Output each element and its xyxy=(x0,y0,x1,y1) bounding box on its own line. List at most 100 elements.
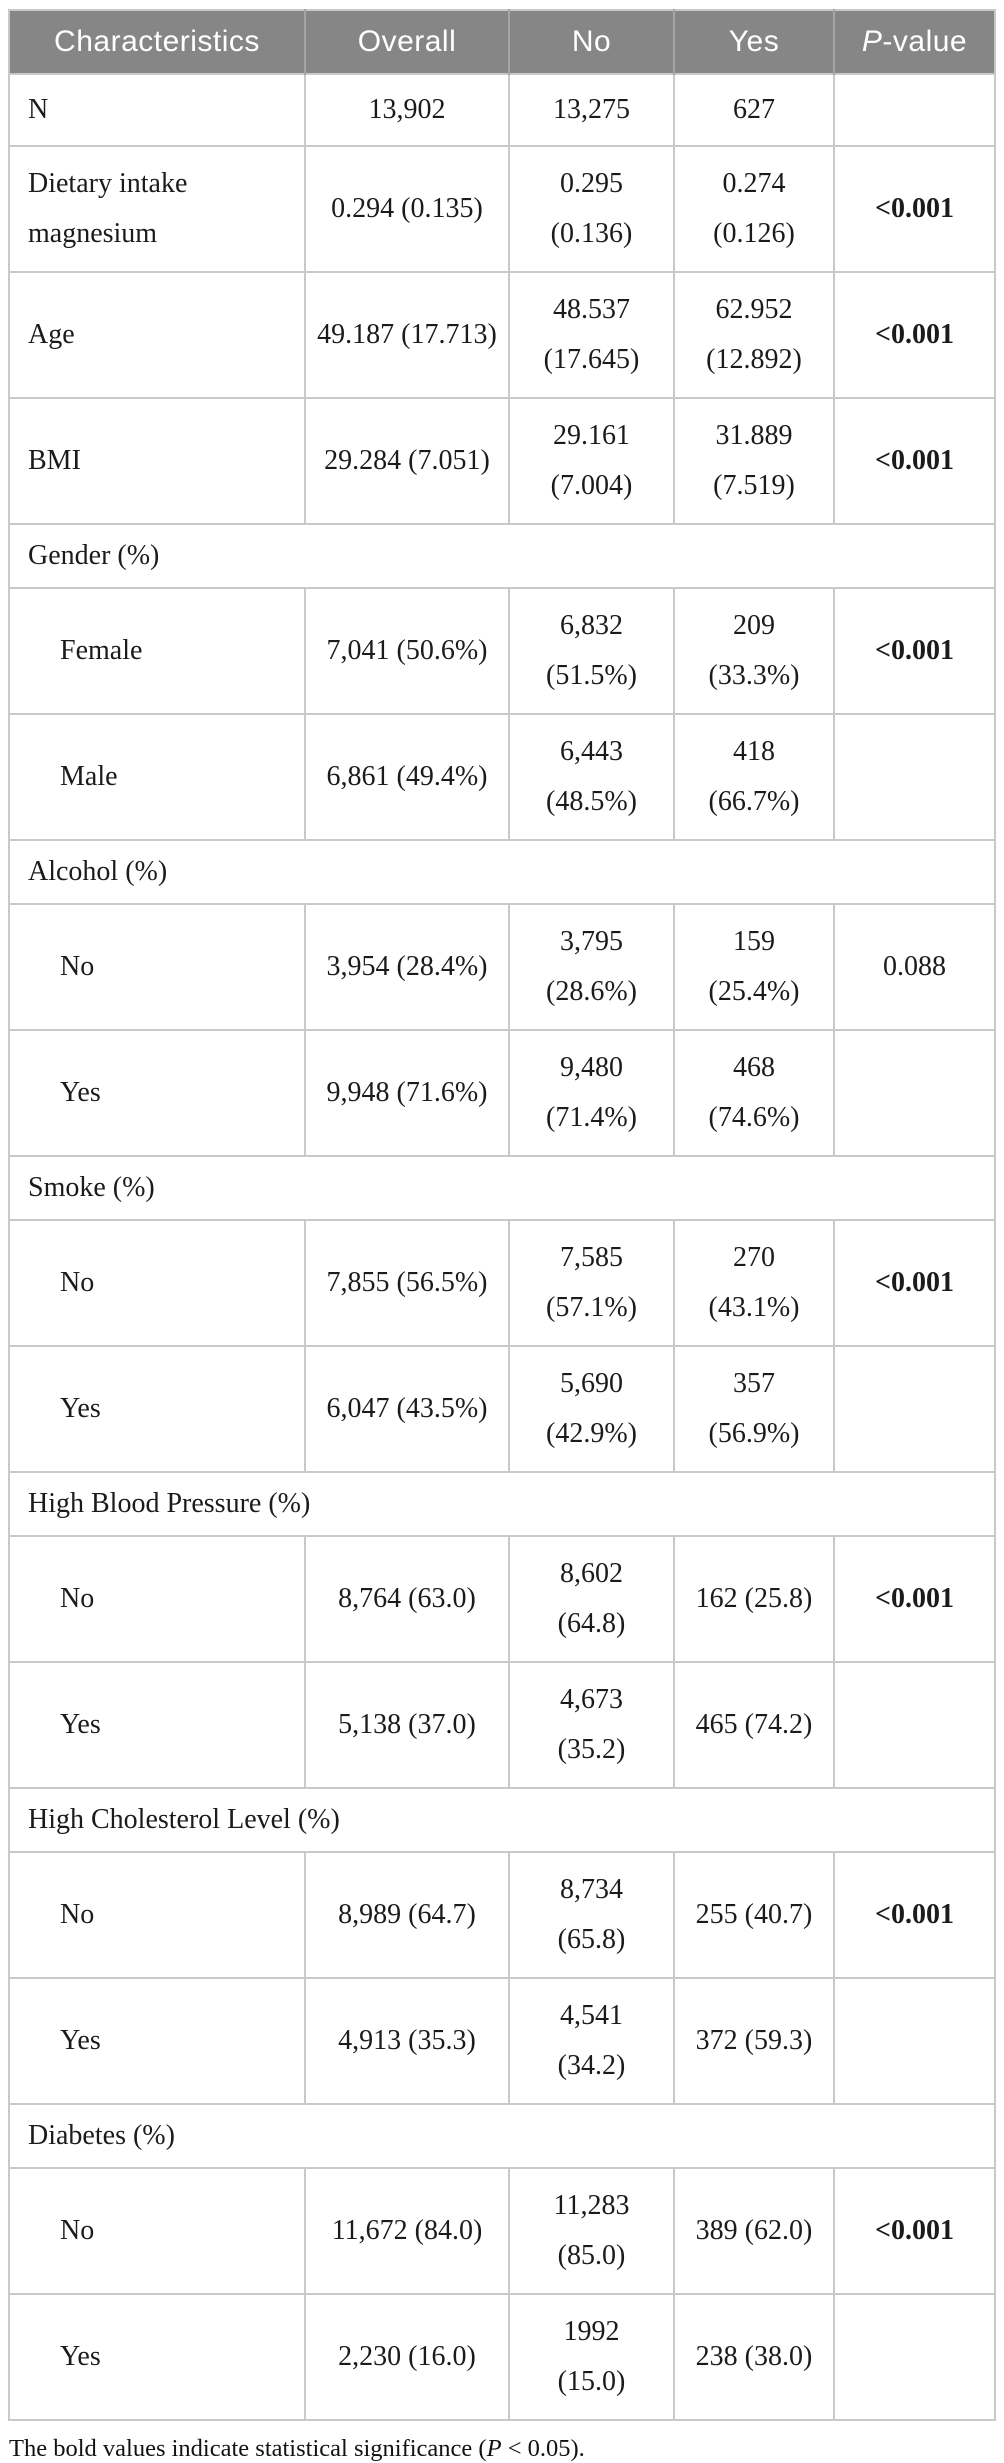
overall-value: 9,948 (71.6%) xyxy=(304,1029,510,1157)
no-value: 4,541 (34.2) xyxy=(508,1977,675,2105)
table-row: No 8,989 (64.7) 8,734 (65.8) 255 (40.7) <0.0… xyxy=(8,1851,996,1979)
row-label: Yes xyxy=(8,1661,306,1789)
section-row: High Cholesterol Level (%) xyxy=(8,1787,996,1853)
row-label: No xyxy=(8,1535,306,1663)
row-label: Yes xyxy=(8,1977,306,2105)
table-row: No 8,764 (63.0) 8,602 (64.8) 162 (25.8) <0.0… xyxy=(8,1535,996,1663)
yes-value: 162 (25.8) xyxy=(673,1535,835,1663)
p-value xyxy=(833,73,996,147)
row-label: Female xyxy=(8,587,306,715)
p-value xyxy=(833,1977,996,2105)
section-row: Gender (%) xyxy=(8,523,996,589)
p-value xyxy=(833,1029,996,1157)
p-value-header-italic: P xyxy=(861,25,883,58)
no-value: 5,690 (42.9%) xyxy=(508,1345,675,1473)
table-row: Yes 2,230 (16.0) 1992 (15.0) 238 (38.0) xyxy=(8,2293,996,2421)
no-value: 3,795 (28.6%) xyxy=(508,903,675,1031)
section-row: Smoke (%) xyxy=(8,1155,996,1221)
table-row: Yes 6,047 (43.5%) 5,690 (42.9%) 357 (56.9%) xyxy=(8,1345,996,1473)
table-row: Yes 4,913 (35.3) 4,541 (34.2) 372 (59.3) xyxy=(8,1977,996,2105)
p-value-header-rest: -value xyxy=(882,25,968,58)
overall-value: 3,954 (28.4%) xyxy=(304,903,510,1031)
row-label: N xyxy=(8,73,306,147)
table-body: N 13,902 13,275 627 Dietary intake magnesium… xyxy=(8,73,996,2421)
table-row: Dietary intake magnesium 0.294 (0.135) 0.2… xyxy=(8,145,996,273)
table-header: Characteristics Overall No Yes P-value xyxy=(9,10,995,74)
no-value: 4,673 (35.2) xyxy=(508,1661,675,1789)
header-row: Characteristics Overall No Yes P-value xyxy=(9,10,995,74)
p-value: 0.088 xyxy=(833,903,996,1031)
section-row: Diabetes (%) xyxy=(8,2103,996,2169)
header-no: No xyxy=(509,10,675,74)
yes-value: 255 (40.7) xyxy=(673,1851,835,1979)
section-row: High Blood Pressure (%) xyxy=(8,1471,996,1537)
p-value: <0.001 xyxy=(833,1851,996,1979)
section-label: High Cholesterol Level (%) xyxy=(8,1787,996,1853)
yes-value: 0.274 (0.126) xyxy=(673,145,835,273)
header-p-value: P-value xyxy=(834,10,995,74)
overall-value: 29.284 (7.051) xyxy=(304,397,510,525)
row-label: Yes xyxy=(8,1029,306,1157)
row-label: Yes xyxy=(8,2293,306,2421)
table-row: No 11,672 (84.0) 11,283 (85.0) 389 (62.0) <0… xyxy=(8,2167,996,2295)
section-label: High Blood Pressure (%) xyxy=(8,1471,996,1537)
table-row: Female 7,041 (50.6%) 6,832 (51.5%) 209 (33.… xyxy=(8,587,996,715)
p-value xyxy=(833,713,996,841)
yes-value: 627 xyxy=(673,73,835,147)
row-label: No xyxy=(8,1219,306,1347)
row-label: Age xyxy=(8,271,306,399)
overall-value: 0.294 (0.135) xyxy=(304,145,510,273)
overall-value: 5,138 (37.0) xyxy=(304,1661,510,1789)
yes-value: 209 (33.3%) xyxy=(673,587,835,715)
no-value: 13,275 xyxy=(508,73,675,147)
yes-value: 418 (66.7%) xyxy=(673,713,835,841)
footnote-p-italic: P xyxy=(486,2435,502,2462)
p-value xyxy=(833,1661,996,1789)
table-row: BMI 29.284 (7.051) 29.161 (7.004) 31.889 (7… xyxy=(8,397,996,525)
overall-value: 6,861 (49.4%) xyxy=(304,713,510,841)
yes-value: 159 (25.4%) xyxy=(673,903,835,1031)
row-label: No xyxy=(8,1851,306,1979)
overall-value: 4,913 (35.3) xyxy=(304,1977,510,2105)
overall-value: 7,855 (56.5%) xyxy=(304,1219,510,1347)
yes-value: 468 (74.6%) xyxy=(673,1029,835,1157)
overall-value: 7,041 (50.6%) xyxy=(304,587,510,715)
row-label: Yes xyxy=(8,1345,306,1473)
table-row: Yes 9,948 (71.6%) 9,480 (71.4%) 468 (74.6%) xyxy=(8,1029,996,1157)
yes-value: 389 (62.0) xyxy=(673,2167,835,2295)
section-row: Alcohol (%) xyxy=(8,839,996,905)
overall-value: 11,672 (84.0) xyxy=(304,2167,510,2295)
table-row: Male 6,861 (49.4%) 6,443 (48.5%) 418 (66.7%… xyxy=(8,713,996,841)
header-yes: Yes xyxy=(674,10,835,74)
no-value: 7,585 (57.1%) xyxy=(508,1219,675,1347)
no-value: 8,734 (65.8) xyxy=(508,1851,675,1979)
section-label: Diabetes (%) xyxy=(8,2103,996,2169)
table-row: N 13,902 13,275 627 xyxy=(8,73,996,147)
yes-value: 238 (38.0) xyxy=(673,2293,835,2421)
no-value: 29.161 (7.004) xyxy=(508,397,675,525)
yes-value: 465 (74.2) xyxy=(673,1661,835,1789)
no-value: 1992 (15.0) xyxy=(508,2293,675,2421)
footnote-prefix: The bold values indicate statistical sig… xyxy=(9,2435,487,2462)
table-row: No 7,855 (56.5%) 7,585 (57.1%) 270 (43.1%) <… xyxy=(8,1219,996,1347)
no-value: 48.537 (17.645) xyxy=(508,271,675,399)
p-value xyxy=(833,1345,996,1473)
table-row: No 3,954 (28.4%) 3,795 (28.6%) 159 (25.4%) 0… xyxy=(8,903,996,1031)
overall-value: 8,764 (63.0) xyxy=(304,1535,510,1663)
footnote: The bold values indicate statistical sig… xyxy=(9,2435,996,2463)
no-value: 8,602 (64.8) xyxy=(508,1535,675,1663)
section-label: Alcohol (%) xyxy=(8,839,996,905)
yes-value: 357 (56.9%) xyxy=(673,1345,835,1473)
p-value: <0.001 xyxy=(833,1535,996,1663)
section-label: Gender (%) xyxy=(8,523,996,589)
header-overall: Overall xyxy=(305,10,510,74)
row-label: No xyxy=(8,903,306,1031)
p-value xyxy=(833,2293,996,2421)
yes-value: 31.889 (7.519) xyxy=(673,397,835,525)
yes-value: 372 (59.3) xyxy=(673,1977,835,2105)
no-value: 11,283 (85.0) xyxy=(508,2167,675,2295)
no-value: 6,443 (48.5%) xyxy=(508,713,675,841)
p-value: <0.001 xyxy=(833,145,996,273)
yes-value: 270 (43.1%) xyxy=(673,1219,835,1347)
